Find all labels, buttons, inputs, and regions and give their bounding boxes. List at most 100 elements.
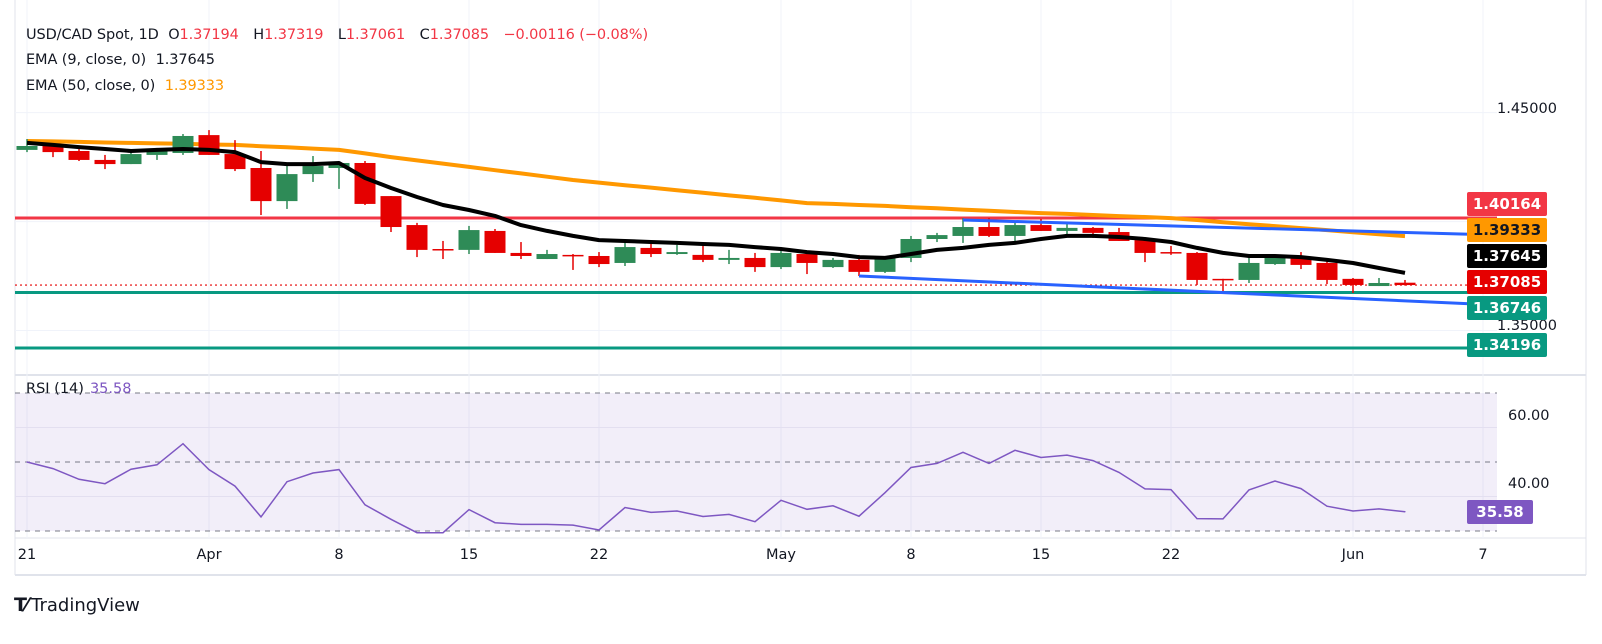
candle[interactable] (900, 235, 922, 263)
candle-body (926, 235, 948, 239)
candle-body (1160, 252, 1182, 254)
candle-body (276, 174, 298, 202)
candle-body (874, 257, 896, 272)
candle[interactable] (1290, 252, 1312, 270)
candle[interactable] (822, 257, 844, 268)
candle[interactable] (796, 254, 818, 275)
rsi-point (988, 462, 990, 464)
candle[interactable] (94, 154, 116, 170)
candle-body (302, 166, 324, 175)
rsi-legend[interactable]: RSI (14) 35.58 (26, 381, 131, 397)
time-axis-label: 15 (1031, 547, 1051, 563)
candle-body (1238, 262, 1260, 280)
rsi-point (884, 492, 886, 494)
candle[interactable] (406, 222, 428, 258)
candle[interactable] (16, 139, 38, 153)
price-axis-label: 1.45000 (1497, 101, 1557, 117)
candle-body (16, 145, 38, 150)
candle[interactable] (1316, 259, 1338, 285)
time-axis-label: 21 (17, 547, 37, 563)
candle[interactable] (172, 134, 194, 155)
symbol-title[interactable]: USD/CAD Spot, 1D (26, 27, 159, 43)
time-axis-label: 22 (1161, 547, 1181, 563)
candle-body (224, 154, 246, 170)
candle[interactable] (692, 244, 714, 263)
candle[interactable] (1212, 278, 1234, 292)
candle[interactable] (666, 244, 688, 255)
candle[interactable] (1238, 257, 1260, 283)
candle[interactable] (770, 250, 792, 270)
rsi-point (416, 532, 418, 534)
candle[interactable] (432, 240, 454, 260)
candle[interactable] (952, 218, 974, 243)
candle[interactable] (1134, 237, 1156, 263)
candle[interactable] (718, 249, 740, 265)
candle[interactable] (68, 149, 90, 162)
candle-body (796, 254, 818, 263)
candle[interactable] (328, 162, 350, 189)
candle-body (484, 230, 506, 253)
candle[interactable] (1394, 279, 1416, 286)
candle[interactable] (224, 140, 246, 172)
candle-body (588, 255, 610, 265)
rsi-point (598, 529, 600, 531)
price-tag-resistance: 1.40164 (1467, 192, 1547, 216)
candle-body (458, 230, 480, 250)
rsi-point (624, 506, 626, 509)
price-pane (15, 130, 1497, 350)
time-axis-label: 15 (459, 547, 479, 563)
candle-body (1186, 252, 1208, 280)
open-label: O (168, 27, 180, 43)
rsi-point (234, 485, 236, 487)
rsi-point (78, 478, 80, 480)
candle[interactable] (484, 228, 506, 253)
candle[interactable] (302, 156, 324, 182)
candle-body (250, 167, 272, 202)
price-tag-ema9: 1.37645 (1467, 244, 1547, 268)
rsi-point (364, 504, 366, 506)
ema50-legend[interactable]: EMA (50, close, 0) 1.39333 (26, 78, 229, 94)
rsi-point (780, 499, 782, 501)
rsi-point (1040, 456, 1042, 459)
candle[interactable] (562, 254, 584, 270)
rsi-point (910, 466, 912, 469)
candle[interactable] (354, 161, 376, 206)
time-axis-label: Apr (196, 547, 222, 563)
candle[interactable] (510, 242, 532, 260)
candle[interactable] (1004, 222, 1026, 243)
symbol-legend: USD/CAD Spot, 1D O1.37194 H1.37319 L1.37… (26, 27, 653, 43)
candle-body (1212, 278, 1234, 281)
tradingview-wordmark: TradingView (31, 594, 140, 616)
candle[interactable] (1186, 252, 1208, 285)
candle[interactable] (458, 225, 480, 255)
candle-body (146, 151, 168, 155)
rsi-point (312, 472, 314, 474)
rsi-point (858, 515, 860, 517)
candle[interactable] (640, 244, 662, 258)
candle-body (406, 225, 428, 250)
rsi-axis-label: 40.00 (1508, 476, 1550, 492)
low-label: L (337, 27, 346, 43)
candle[interactable] (536, 249, 558, 260)
ema9-legend[interactable]: EMA (9, close, 0) 1.37645 (26, 52, 220, 68)
candle[interactable] (276, 164, 298, 209)
candle[interactable] (926, 232, 948, 243)
rsi-point (676, 510, 678, 512)
ema50-line (26, 139, 1406, 239)
candle[interactable] (380, 196, 402, 233)
candle[interactable] (1342, 277, 1364, 294)
tradingview-logo-icon: T⁄ (14, 594, 28, 616)
candle-body (510, 252, 532, 256)
candle[interactable] (1160, 245, 1182, 255)
rsi-point (442, 532, 444, 534)
candle[interactable] (614, 242, 636, 267)
candle[interactable] (1368, 277, 1390, 287)
low-value: 1.37061 (345, 27, 406, 43)
candle[interactable] (744, 252, 766, 272)
candle-body (94, 159, 116, 165)
tradingview-logo[interactable]: T⁄ TradingView (14, 594, 140, 616)
candle[interactable] (588, 252, 610, 268)
candle-body (1394, 282, 1416, 286)
